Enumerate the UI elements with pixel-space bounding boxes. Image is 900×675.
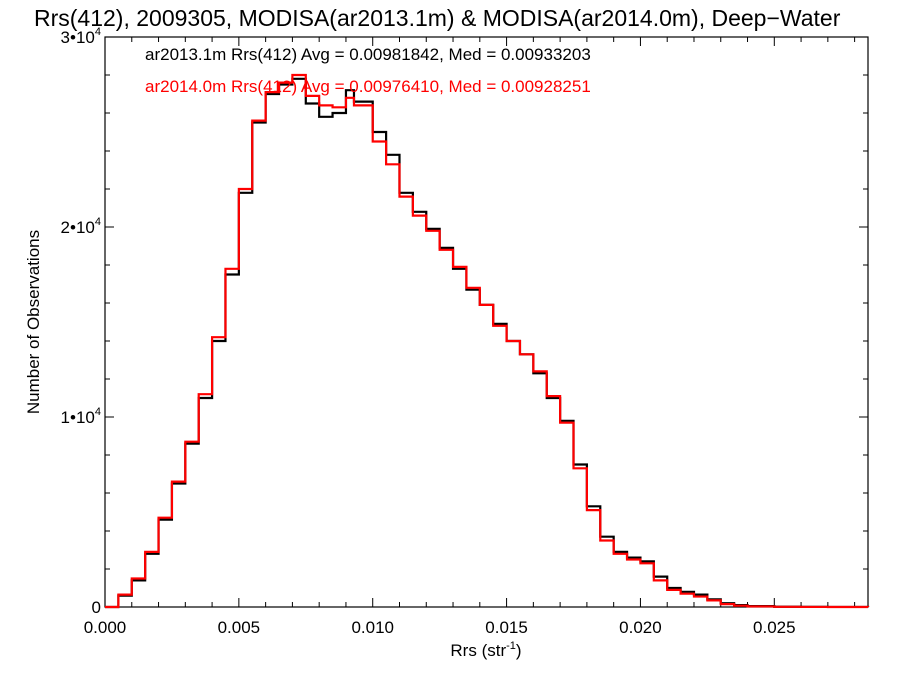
y-axis-label: Number of Observations [24, 230, 43, 414]
y-tick-label: 3•104 [61, 26, 101, 47]
x-tick-label: 0.010 [351, 618, 394, 637]
legend: ar2013.1m Rrs(412) Avg = 0.00981842, Med… [145, 45, 591, 96]
legend-entry-ar2014: ar2014.0m Rrs(412) Avg = 0.00976410, Med… [145, 77, 591, 96]
series-line-ar2014.0m [105, 73, 870, 609]
series-line-ar2013.1m [105, 77, 870, 609]
x-axis-label: Rrs (str-1) [450, 640, 521, 660]
plot-frame [104, 36, 869, 608]
x-tick-label: 0.020 [619, 618, 662, 637]
y-tick-label: 0 [92, 598, 101, 617]
x-tick-label: 0.015 [485, 618, 528, 637]
x-tick-label: 0.025 [753, 618, 796, 637]
legend-entry-ar2013: ar2013.1m Rrs(412) Avg = 0.00981842, Med… [145, 45, 591, 64]
chart-title: Rrs(412), 2009305, MODISA(ar2013.1m) & M… [34, 5, 841, 31]
x-tick-label: 0.005 [218, 618, 261, 637]
data-series [105, 73, 870, 609]
axis-ticks: 0.000 0.005 0.010 0.015 0.020 0.025 0 1•104 2•10… [61, 26, 868, 637]
x-tick-label: 0.000 [84, 618, 127, 637]
y-tick-label: 1•104 [61, 406, 101, 427]
y-tick-label: 2•104 [61, 216, 101, 237]
